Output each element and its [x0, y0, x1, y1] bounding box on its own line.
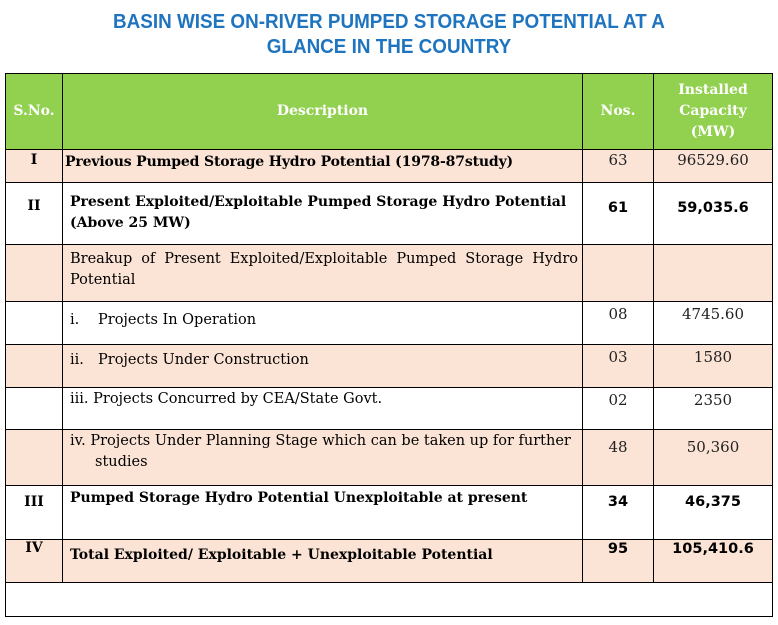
row-description: Present Exploited/Exploitable Pumped Sto…: [62, 182, 583, 245]
row-nos: [582, 244, 654, 302]
row-description: ii. Projects Under Construction: [62, 344, 583, 388]
row-description: Pumped Storage Hydro Potential Unexploit…: [62, 485, 583, 540]
row-description-text: Projects Under Planning Stage which can …: [90, 433, 571, 470]
table-row: i. Projects In Operation 08 4745.60: [5, 301, 773, 345]
table-row: iii. Projects Concurred by CEA/State Gov…: [5, 387, 773, 430]
row-sno: II: [5, 182, 63, 245]
row-roman: ii.: [70, 352, 84, 368]
row-sno: [5, 244, 63, 302]
row-nos: 03: [582, 344, 654, 388]
row-capacity: 2350: [653, 387, 773, 430]
row-capacity: 105,410.6: [653, 539, 773, 583]
row-description: i. Projects In Operation: [62, 301, 583, 345]
row-sno: IV: [5, 539, 63, 583]
empty-cell: [5, 582, 773, 617]
row-capacity: [653, 244, 773, 302]
title-line-2: GLANCE IN THE COUNTRY: [266, 35, 512, 58]
header-capacity-line-1: Installed: [678, 82, 748, 98]
row-description-text: Projects In Operation: [98, 312, 257, 328]
table-row: iv. Projects Under Planning Stage which …: [5, 429, 773, 486]
table-row: IV Total Exploited/ Exploitable + Unexpl…: [5, 539, 773, 583]
row-nos: 95: [582, 539, 654, 583]
row-nos: 02: [582, 387, 654, 430]
row-capacity: 1580: [653, 344, 773, 388]
row-description: Breakup of Present Exploited/Exploitable…: [62, 244, 583, 302]
header-capacity-line-3: (MW): [690, 124, 736, 140]
header-capacity: Installed Capacity (MW): [653, 73, 773, 150]
row-sno: I: [5, 149, 63, 183]
header-capacity-line-2: Capacity: [679, 103, 747, 119]
table-row: Breakup of Present Exploited/Exploitable…: [5, 244, 773, 302]
row-nos: 34: [582, 485, 654, 540]
table-row: II Present Exploited/Exploitable Pumped …: [5, 182, 773, 245]
page-title: BASIN WISE ON-RIVER PUMPED STORAGE POTEN…: [31, 9, 747, 59]
row-nos: 08: [582, 301, 654, 345]
table-row: ii. Projects Under Construction 03 1580: [5, 344, 773, 388]
table-row: I Previous Pumped Storage Hydro Potentia…: [5, 149, 773, 183]
header-description: Description: [62, 73, 583, 150]
row-description: iv. Projects Under Planning Stage which …: [62, 429, 583, 486]
row-sno: [5, 387, 63, 430]
row-roman: iii.: [70, 391, 89, 407]
row-capacity: 50,360: [653, 429, 773, 486]
header-nos: Nos.: [582, 73, 654, 150]
row-nos: 63: [582, 149, 654, 183]
row-description: Total Exploited/ Exploitable + Unexploit…: [62, 539, 583, 583]
table-header-row: S.No. Description Nos. Installed Capacit…: [5, 73, 773, 150]
row-sno: III: [5, 485, 63, 540]
title-line-1: BASIN WISE ON-RIVER PUMPED STORAGE POTEN…: [113, 10, 665, 33]
row-description: iii. Projects Concurred by CEA/State Gov…: [62, 387, 583, 430]
row-sno: [5, 429, 63, 486]
row-capacity: 46,375: [653, 485, 773, 540]
row-nos: 61: [582, 182, 654, 245]
row-sno: [5, 301, 63, 345]
row-description: Previous Pumped Storage Hydro Potential …: [62, 149, 583, 183]
row-sno: [5, 344, 63, 388]
row-roman: i.: [70, 312, 80, 328]
row-capacity: 4745.60: [653, 301, 773, 345]
row-nos: 48: [582, 429, 654, 486]
row-capacity: 59,035.6: [653, 182, 773, 245]
pumped-storage-table: S.No. Description Nos. Installed Capacit…: [5, 73, 773, 617]
table-row: III Pumped Storage Hydro Potential Unexp…: [5, 485, 773, 540]
row-roman: iv.: [70, 433, 86, 449]
row-capacity: 96529.60: [653, 149, 773, 183]
empty-row: [5, 582, 773, 617]
row-description-text: Projects Concurred by CEA/State Govt.: [93, 391, 383, 407]
row-description-text: Projects Under Construction: [98, 352, 309, 368]
header-sno: S.No.: [5, 73, 63, 150]
